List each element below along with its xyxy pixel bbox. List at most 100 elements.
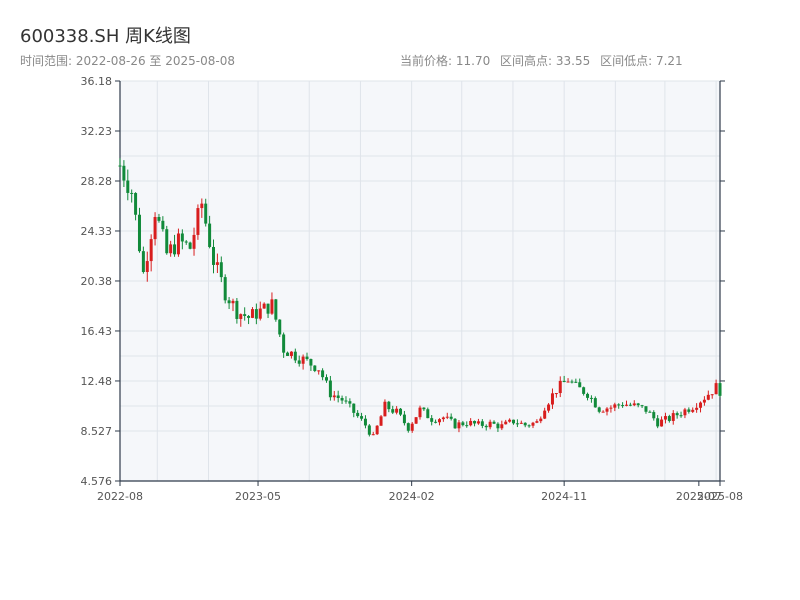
candle [624,400,628,407]
candle-body [699,402,703,408]
candle-body [184,241,188,243]
candle [632,400,636,407]
candle [243,307,247,321]
candle [582,386,586,396]
candle [188,241,192,250]
candle-body [531,422,535,426]
candle-body [621,405,625,407]
candle-body [515,423,519,425]
candle-body [289,351,293,356]
candle [137,207,141,253]
candle [593,396,597,408]
candle-body [239,314,243,319]
candle-body [504,421,508,425]
candle [476,418,480,425]
candle [441,416,445,422]
candle [597,406,601,414]
candle-body [473,420,477,424]
candle [363,415,367,429]
candle [410,422,414,433]
candle [621,402,625,408]
candle [340,395,344,404]
candle-body [597,407,601,412]
candle-body [169,244,173,254]
candle [200,198,204,218]
candle [422,407,426,412]
candle [215,253,219,274]
candle-body [628,404,632,406]
candle [636,402,640,408]
candle [718,382,722,398]
candle-body [492,421,496,424]
candle [449,413,453,421]
candle-body [219,262,223,278]
candle [473,420,477,427]
candle [208,215,212,249]
candle-body [554,393,558,395]
candle [371,431,375,436]
y-tick-label: 28.28 [81,175,113,188]
candle-body [243,314,247,317]
candle [480,419,484,429]
candle-body [250,309,254,318]
candle [270,292,274,315]
candle [406,422,410,433]
candle [301,354,305,370]
candle-body [227,300,231,304]
candle [169,240,173,257]
candle [258,301,262,321]
candle [204,198,208,227]
candle [691,407,695,413]
candle [531,421,535,429]
candle [457,420,461,433]
candle-body [204,203,208,224]
candle-body [344,400,348,402]
candle [699,401,703,413]
candle-body [363,418,367,426]
candle-body [484,425,488,428]
candle-body [601,411,605,413]
candle-body [371,434,375,436]
candle-body [632,403,636,406]
candle-body [624,404,628,406]
candle [313,365,317,373]
candle-body [710,394,714,396]
candle [196,204,200,240]
candle-body [574,381,578,383]
candle-body [410,423,414,431]
candle [336,390,340,403]
candle [609,405,613,413]
y-tick-label: 12.48 [81,375,113,388]
candle [239,313,243,327]
candle-body [188,242,192,249]
x-tick-label: 2024-02 [389,490,435,503]
candle [508,418,512,423]
candle [469,418,473,427]
chart-title: 600338.SH 周K线图 [20,26,191,47]
candle [679,411,683,418]
candle-body [153,217,157,240]
candle-body [391,409,395,413]
candle-body [200,203,204,209]
candle-body [231,300,235,304]
candle-body [360,416,364,419]
x-tick-label: 2023-05 [235,490,281,503]
candle-body [578,382,582,388]
candle-body [309,359,313,366]
candle [286,351,290,356]
candle [586,392,590,401]
candle-body [235,300,239,319]
candle [488,419,492,430]
y-tick-label: 24.33 [81,225,113,238]
candle [332,390,336,401]
candle [402,410,406,426]
candle-body [313,365,317,371]
candle-body [461,422,465,426]
candle-body [640,405,644,407]
candle [453,418,457,429]
candle [278,319,282,338]
candle-body [379,416,383,426]
candle [675,411,679,419]
candle-body [387,401,391,410]
